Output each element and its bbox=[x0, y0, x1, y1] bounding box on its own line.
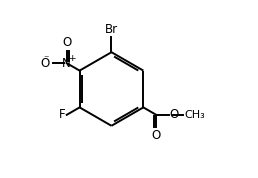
Text: O: O bbox=[170, 108, 179, 121]
Text: O: O bbox=[62, 36, 71, 49]
Text: F: F bbox=[59, 108, 66, 121]
Text: O: O bbox=[41, 57, 50, 70]
Text: Br: Br bbox=[105, 23, 118, 36]
Text: O: O bbox=[152, 129, 161, 142]
Text: N: N bbox=[62, 57, 71, 70]
Text: CH₃: CH₃ bbox=[184, 110, 205, 120]
Text: ⁻: ⁻ bbox=[43, 55, 49, 65]
Text: +: + bbox=[68, 54, 75, 63]
